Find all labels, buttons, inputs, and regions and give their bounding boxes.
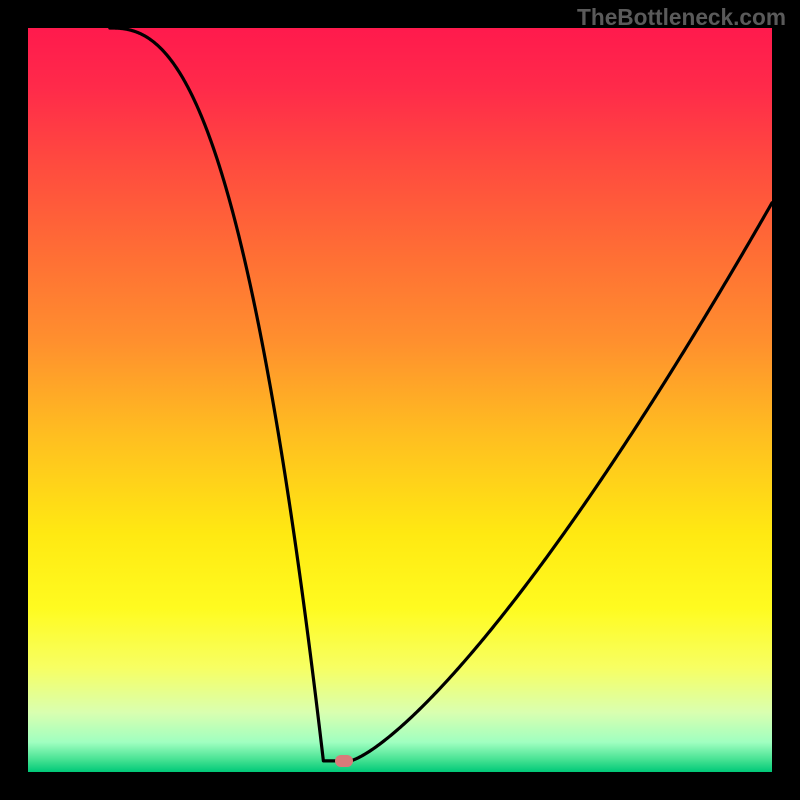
bottleneck-curve (28, 28, 772, 772)
minimum-marker (335, 755, 353, 767)
watermark-text: TheBottleneck.com (577, 4, 786, 31)
